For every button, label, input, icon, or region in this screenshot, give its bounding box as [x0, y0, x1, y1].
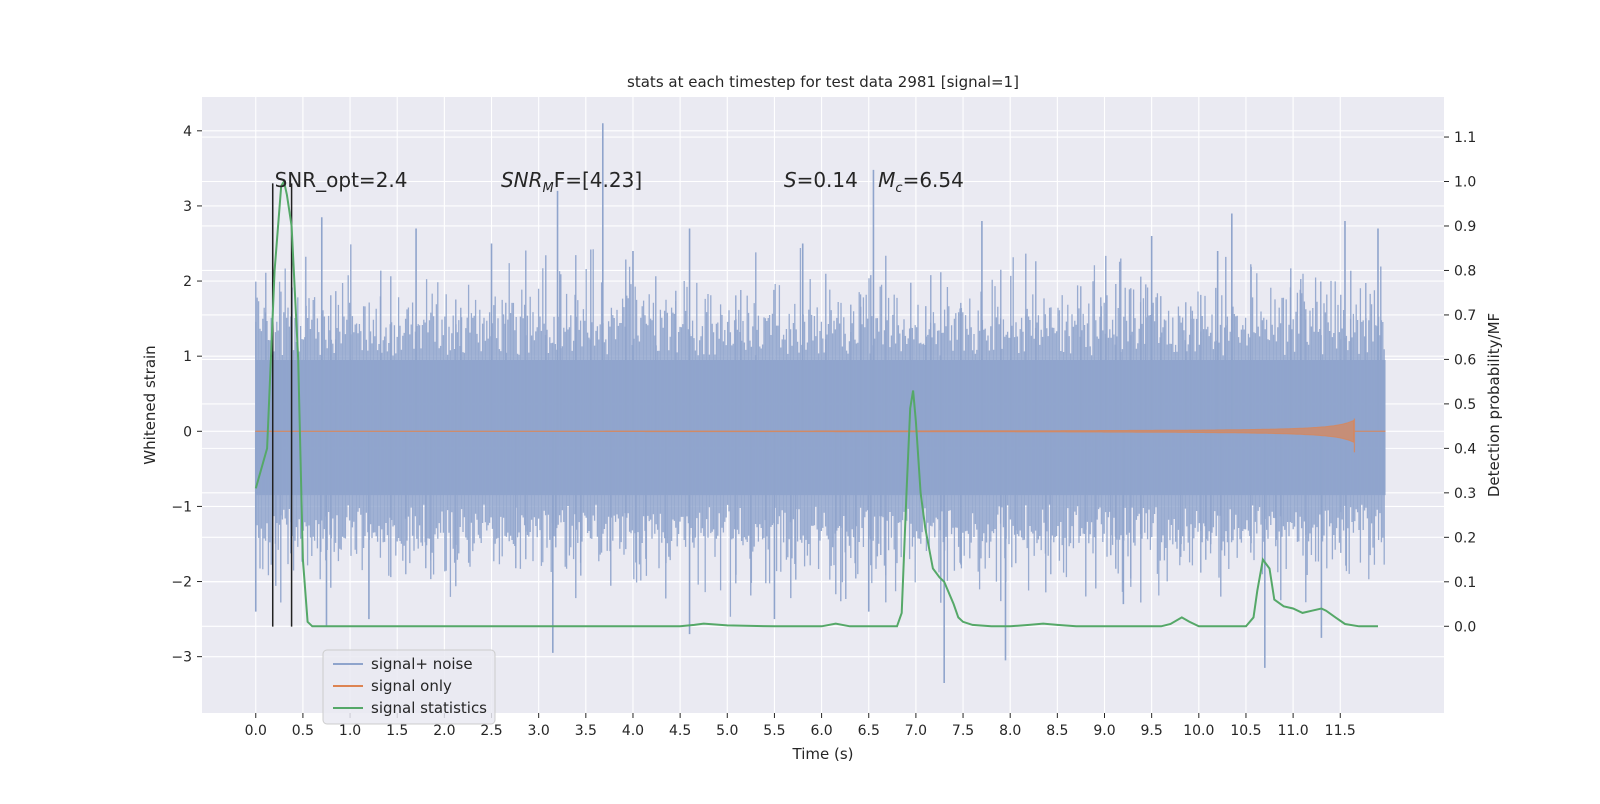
x-tick-label: 3.5	[575, 723, 597, 739]
statistics-line	[254, 178, 1378, 628]
signal-chirp	[255, 419, 1354, 443]
x-tick-label: 10.5	[1230, 723, 1261, 739]
x-tick-label: 4.5	[669, 723, 691, 739]
signal-statistics-series	[254, 178, 1378, 628]
x-tick-label: 1.0	[339, 723, 361, 739]
legend-label-signal-only: signal only	[371, 677, 452, 695]
x-tick-label: 4.0	[622, 723, 644, 739]
mc-symbol: M	[878, 168, 895, 192]
chart-title: stats at each timestep for test data 298…	[627, 73, 1019, 91]
signal-only-series	[255, 418, 1386, 453]
x-tick-label: 8.0	[999, 723, 1021, 739]
x-tick-label: 2.5	[480, 723, 502, 739]
right-y-tick-label: 0.2	[1454, 530, 1476, 546]
snr-mf-value: F=[4.23]	[554, 168, 642, 192]
right-y-tick-label: 0.8	[1454, 263, 1476, 279]
x-tick-label: 11.0	[1278, 723, 1309, 739]
x-tick-label: 2.0	[433, 723, 455, 739]
x-tick-label: 9.0	[1093, 723, 1115, 739]
legend-label-signal-noise: signal+ noise	[371, 655, 473, 673]
x-tick-label: 11.5	[1325, 723, 1356, 739]
right-y-tick-label: 1.0	[1454, 175, 1476, 191]
legend-box	[322, 649, 496, 725]
snr-mf-annotation: SNRMF=[4.23]	[501, 168, 642, 196]
x-tick-label: 9.5	[1141, 723, 1163, 739]
noise-excursions	[255, 244, 1382, 603]
mc-annotation: Mc=6.54	[878, 168, 964, 196]
snr-mf-symbol: SNR	[501, 168, 543, 192]
left-y-tick-label: −1	[171, 499, 192, 515]
left-y-tick-label: 0	[183, 424, 192, 440]
x-tick-label: 6.0	[810, 723, 832, 739]
right-y-tick-label: 0.7	[1454, 308, 1476, 324]
x-axis-label: Time (s)	[792, 745, 854, 763]
right-y-tick-label: 0.4	[1454, 441, 1476, 457]
x-tick-label: 6.5	[858, 723, 880, 739]
legend-label-signal-statistics: signal statistics	[371, 699, 487, 717]
left-y-tick-label: 4	[183, 124, 192, 140]
s-value: =0.14	[797, 168, 858, 192]
mc-value: =6.54	[903, 168, 964, 192]
vertical-markers	[271, 183, 293, 627]
x-tick-label: 0.0	[245, 723, 267, 739]
right-y-tick-label: 0.1	[1454, 575, 1476, 591]
left-y-tick-label: 2	[183, 274, 192, 290]
left-y-axis-label: Whitened strain	[141, 345, 159, 464]
legend: signal+ noise signal only signal statist…	[322, 649, 496, 725]
right-y-tick-label: 0.6	[1454, 352, 1476, 368]
left-y-tick-label: 3	[183, 199, 192, 215]
right-y-axis-label: Detection probability/MF	[1485, 313, 1503, 497]
s-annotation: S=0.14	[784, 168, 858, 192]
x-tick-label: 10.0	[1183, 723, 1214, 739]
x-tick-label: 5.5	[763, 723, 785, 739]
left-y-tick-label: −2	[171, 575, 192, 591]
axis-ticks: 0.0 0.5 1.0 1.5 2.0 2.5 3.0 3.5 4.0 4.5 5.0 5.5 6.0 6…	[171, 124, 1476, 739]
signal-noise-series	[254, 123, 1386, 683]
x-tick-label: 3.0	[528, 723, 550, 739]
x-tick-label: 1.5	[386, 723, 408, 739]
mc-subscript: c	[895, 181, 902, 196]
snr-mf-subscript: M	[543, 181, 554, 196]
left-y-tick-label: 1	[183, 349, 192, 365]
right-y-tick-label: 0.5	[1454, 397, 1476, 413]
left-y-tick-label: −3	[171, 650, 192, 666]
right-y-tick-label: 1.1	[1454, 130, 1476, 146]
x-tick-label: 7.0	[905, 723, 927, 739]
snr-opt-annotation: SNR_opt=2.4	[275, 168, 408, 192]
x-tick-label: 5.0	[716, 723, 738, 739]
x-tick-label: 0.5	[292, 723, 314, 739]
x-tick-label: 7.5	[952, 723, 974, 739]
s-symbol: S	[784, 168, 797, 192]
right-y-tick-label: 0.9	[1454, 219, 1476, 235]
right-y-tick-label: 0.0	[1454, 619, 1476, 635]
right-y-tick-label: 0.3	[1454, 486, 1476, 502]
x-tick-label: 8.5	[1046, 723, 1068, 739]
